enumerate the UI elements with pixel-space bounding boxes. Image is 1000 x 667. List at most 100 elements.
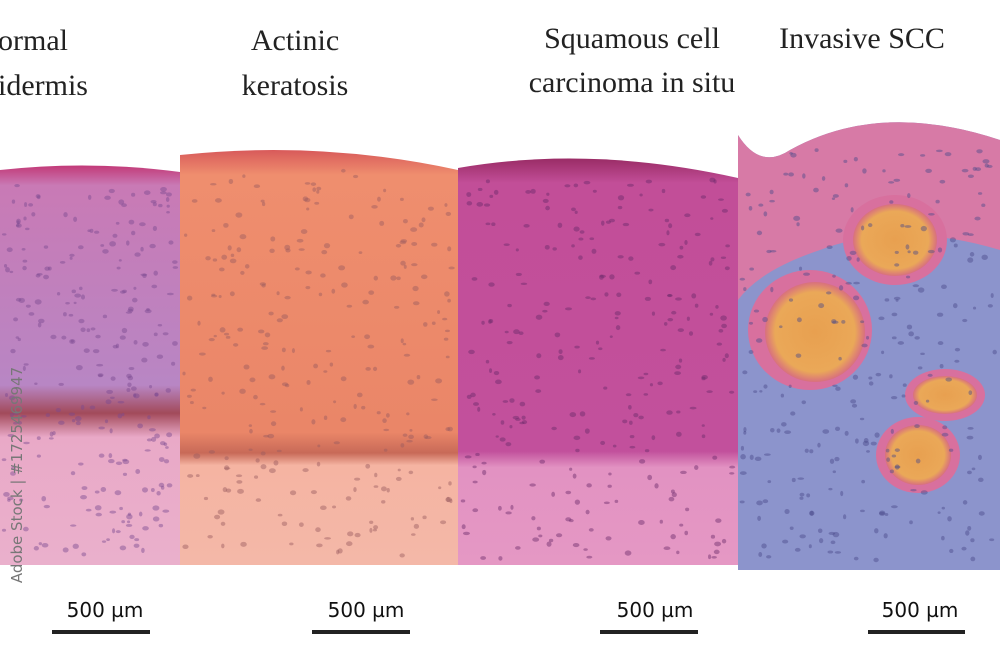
nucleus bbox=[766, 555, 772, 559]
nucleus bbox=[146, 438, 153, 442]
nucleus bbox=[574, 499, 581, 505]
nucleus bbox=[712, 455, 718, 460]
nucleus bbox=[605, 220, 612, 224]
nucleus bbox=[912, 284, 920, 288]
nucleus bbox=[340, 376, 347, 382]
nucleus bbox=[554, 332, 561, 338]
nucleus bbox=[171, 361, 176, 366]
nucleus bbox=[139, 222, 146, 227]
nucleus bbox=[622, 222, 630, 227]
nucleus bbox=[952, 303, 958, 309]
nucleus bbox=[883, 533, 888, 539]
nucleus bbox=[942, 425, 948, 430]
nucleus bbox=[779, 325, 783, 329]
nucleus bbox=[806, 493, 811, 498]
nucleus bbox=[668, 223, 673, 229]
nucleus bbox=[193, 453, 201, 459]
nucleus bbox=[291, 348, 295, 354]
nucleus bbox=[229, 258, 237, 264]
nucleus bbox=[643, 372, 649, 376]
nucleus bbox=[720, 256, 727, 259]
tumor-nest bbox=[913, 376, 977, 414]
nucleus bbox=[840, 490, 844, 497]
nucleus bbox=[558, 349, 563, 355]
nucleus bbox=[643, 393, 649, 396]
nucleus bbox=[98, 374, 103, 378]
nucleus bbox=[694, 232, 701, 237]
nucleus bbox=[166, 204, 170, 208]
nucleus bbox=[15, 297, 22, 302]
nucleus bbox=[525, 190, 532, 194]
nucleus bbox=[891, 454, 897, 458]
nucleus bbox=[228, 178, 234, 185]
nucleus bbox=[431, 242, 438, 247]
nucleus bbox=[793, 215, 801, 221]
nucleus bbox=[482, 469, 487, 476]
nucleus bbox=[70, 471, 76, 476]
scale-label: 500 µm bbox=[882, 598, 959, 622]
nucleus bbox=[125, 523, 133, 527]
nucleus bbox=[573, 183, 579, 188]
nucleus bbox=[498, 556, 503, 561]
nucleus bbox=[515, 417, 521, 421]
nucleus bbox=[240, 270, 245, 275]
nucleus bbox=[184, 233, 188, 237]
nucleus bbox=[612, 444, 617, 448]
nucleus bbox=[853, 556, 859, 561]
nucleus bbox=[92, 349, 100, 354]
nucleus bbox=[410, 517, 415, 521]
nucleus bbox=[325, 349, 332, 353]
nucleus bbox=[332, 505, 337, 509]
nucleus bbox=[666, 410, 673, 415]
nucleus bbox=[832, 384, 838, 387]
nucleus bbox=[939, 364, 944, 369]
nucleus bbox=[789, 526, 794, 531]
nucleus bbox=[781, 422, 787, 427]
nucleus bbox=[244, 264, 250, 269]
nucleus bbox=[884, 298, 890, 302]
nucleus bbox=[56, 291, 61, 296]
nucleus bbox=[131, 192, 136, 197]
nucleus bbox=[770, 286, 774, 293]
nucleus bbox=[186, 394, 192, 398]
nucleus bbox=[476, 202, 484, 207]
nucleus bbox=[310, 182, 317, 186]
nucleus bbox=[969, 252, 975, 257]
nucleus bbox=[878, 316, 885, 321]
nucleus bbox=[756, 230, 763, 236]
nucleus bbox=[191, 199, 198, 203]
nucleus bbox=[16, 220, 20, 225]
nucleus bbox=[368, 290, 375, 295]
nucleus bbox=[411, 263, 418, 267]
nucleus bbox=[608, 218, 616, 223]
nucleus bbox=[140, 246, 144, 252]
nucleus bbox=[87, 194, 92, 200]
nucleus bbox=[796, 222, 800, 227]
nucleus bbox=[845, 281, 852, 285]
nucleus bbox=[835, 386, 841, 391]
nucleus bbox=[879, 511, 885, 516]
nucleus bbox=[905, 275, 911, 279]
nucleus bbox=[485, 179, 490, 184]
nucleus bbox=[535, 389, 542, 393]
nucleus bbox=[782, 539, 789, 544]
nucleus bbox=[571, 207, 576, 212]
nucleus bbox=[679, 245, 684, 250]
nucleus bbox=[253, 184, 261, 189]
nucleus bbox=[954, 347, 961, 352]
nucleus bbox=[770, 427, 775, 433]
nucleus bbox=[585, 296, 591, 299]
nucleus bbox=[10, 471, 16, 476]
nucleus bbox=[483, 203, 491, 207]
nucleus bbox=[353, 487, 357, 493]
nucleus bbox=[400, 338, 404, 344]
nucleus bbox=[890, 428, 894, 434]
nucleus bbox=[488, 282, 495, 287]
nucleus bbox=[154, 433, 160, 439]
nucleus bbox=[110, 376, 116, 381]
nucleus bbox=[15, 223, 22, 228]
nucleus bbox=[117, 400, 125, 404]
nucleus bbox=[158, 523, 164, 528]
nucleus bbox=[828, 531, 836, 535]
nucleus bbox=[975, 167, 982, 172]
